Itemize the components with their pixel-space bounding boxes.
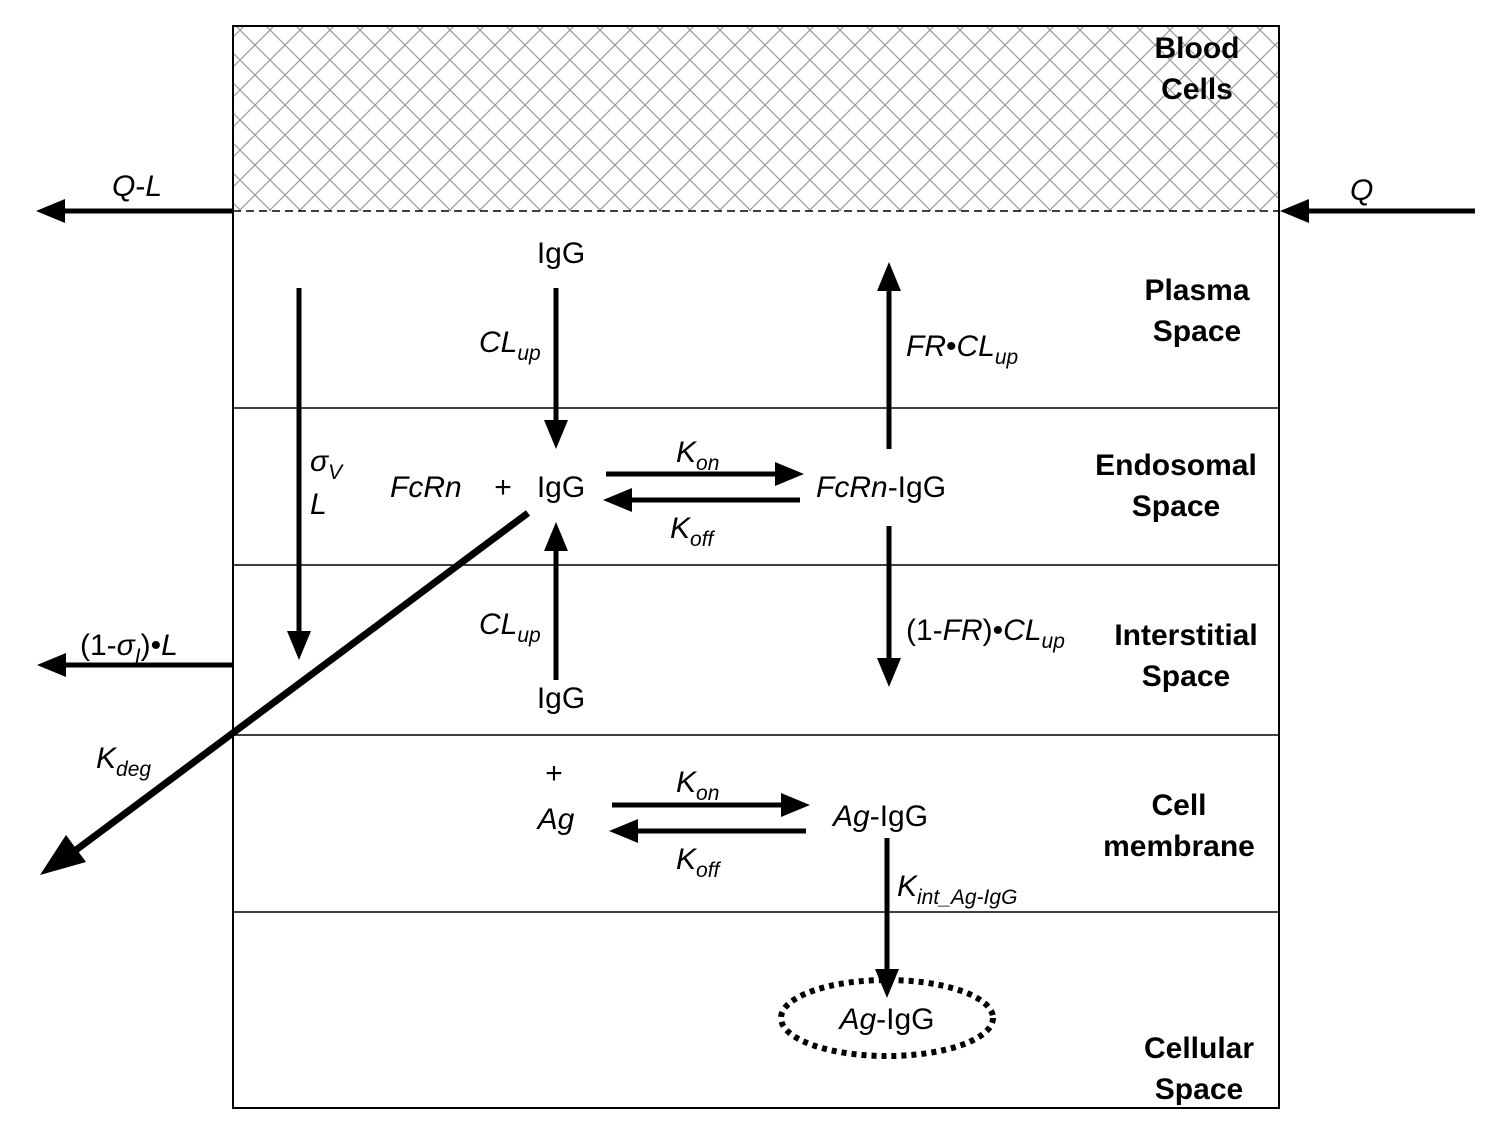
svg-text:Cell: Cell bbox=[1151, 789, 1206, 822]
plasma-cl-up-arrowhead bbox=[544, 420, 568, 449]
one-minus-fr-cl-up-label: (1-FR)•CLup bbox=[906, 614, 1065, 653]
cell-membrane-label: Cell membrane bbox=[1103, 789, 1255, 863]
endosomal-igg: IgG bbox=[537, 471, 585, 504]
endosomal-plus: + bbox=[494, 471, 512, 504]
membrane-k-on-arrowhead bbox=[781, 793, 810, 817]
membrane-plus: + bbox=[545, 757, 563, 790]
membrane-k-off-label: Koff bbox=[676, 843, 722, 882]
fr-cl-up-label: FR•CLup bbox=[906, 330, 1018, 369]
svg-text:Interstitial: Interstitial bbox=[1114, 619, 1257, 652]
membrane-ag: Ag bbox=[536, 803, 575, 836]
endosomal-fcrn: FcRn bbox=[390, 471, 462, 504]
interstitial-space-label: Interstitial Space bbox=[1114, 619, 1257, 693]
endosomal-k-off-arrowhead bbox=[603, 488, 632, 512]
plasma-space-label: Plasma Space bbox=[1144, 274, 1249, 348]
internalization-arrowhead bbox=[875, 969, 899, 998]
recycle-arrowhead bbox=[877, 262, 901, 291]
svg-text:membrane: membrane bbox=[1103, 830, 1255, 863]
svg-text:Cells: Cells bbox=[1161, 73, 1233, 106]
k-int-label: Kint_Ag-IgG bbox=[897, 870, 1017, 909]
svg-text:Endosomal: Endosomal bbox=[1095, 449, 1257, 482]
endosomal-space-label: Endosomal Space bbox=[1095, 449, 1257, 523]
q-minus-l-label: Q-L bbox=[112, 170, 162, 203]
q-inflow-arrowhead bbox=[1280, 199, 1309, 223]
q-label: Q bbox=[1350, 174, 1373, 207]
membrane-k-on-label: Kon bbox=[676, 766, 719, 805]
plasma-igg: IgG bbox=[537, 237, 585, 270]
cellular-ag-igg-complex: Ag-IgG bbox=[837, 1003, 934, 1036]
blood-cells-region bbox=[233, 26, 1279, 211]
svg-text:Plasma: Plasma bbox=[1144, 274, 1249, 307]
svg-text:Space: Space bbox=[1155, 1073, 1243, 1106]
svg-text:Space: Space bbox=[1142, 660, 1230, 693]
membrane-k-off-arrowhead bbox=[609, 819, 638, 843]
lymph-outflow-label: (1-σI)•L bbox=[80, 629, 178, 668]
k-deg-arrow-line bbox=[73, 510, 531, 853]
endosomal-k-on-label: Kon bbox=[676, 436, 719, 475]
svg-text:Space: Space bbox=[1132, 490, 1220, 523]
interstitial-igg: IgG bbox=[537, 682, 585, 715]
release-arrowhead bbox=[877, 658, 901, 687]
svg-text:σV: σV bbox=[310, 445, 344, 484]
svg-text:L: L bbox=[310, 488, 327, 521]
cellular-space-label: Cellular Space bbox=[1144, 1032, 1254, 1106]
internalized-complex-ellipse bbox=[778, 977, 996, 1059]
membrane-ag-igg-complex: Ag-IgG bbox=[831, 800, 928, 833]
interstitial-cl-up-arrowhead bbox=[544, 522, 568, 551]
plasma-cl-up-label: CLup bbox=[479, 326, 541, 365]
svg-text:Blood: Blood bbox=[1155, 32, 1240, 65]
endosomal-k-on-arrowhead bbox=[775, 462, 804, 486]
sigma-v-l-arrowhead bbox=[287, 631, 311, 660]
blood-cells-label: Blood Cells bbox=[1155, 32, 1240, 106]
lymph-outflow-arrowhead bbox=[37, 653, 66, 677]
k-deg-arrowhead bbox=[40, 835, 86, 875]
interstitial-cl-up-label: CLup bbox=[479, 608, 541, 647]
endosomal-fcrn-igg-complex: FcRn-IgG bbox=[816, 471, 946, 504]
sigma-v-l-label: σV L bbox=[310, 445, 344, 521]
endosomal-k-off-label: Koff bbox=[670, 512, 716, 551]
q-minus-l-arrowhead bbox=[36, 199, 65, 223]
svg-text:Space: Space bbox=[1153, 315, 1241, 348]
svg-text:Cellular: Cellular bbox=[1144, 1032, 1254, 1065]
k-deg-label: Kdeg bbox=[96, 742, 151, 781]
tissue-frame bbox=[232, 25, 1280, 1109]
